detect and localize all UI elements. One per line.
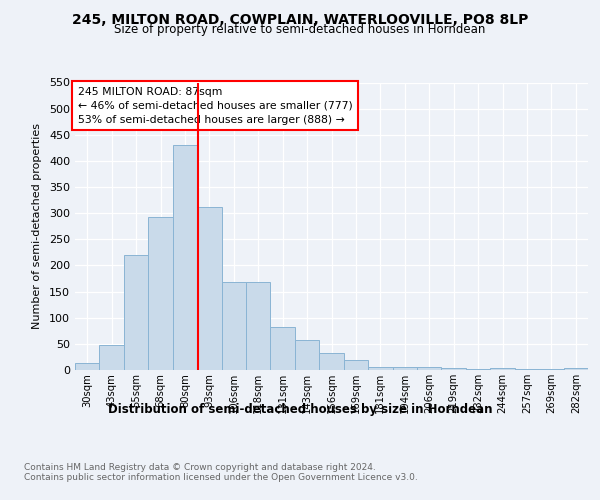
Bar: [148, 217, 173, 370]
Bar: [442, 368, 466, 370]
Bar: [124, 255, 148, 370]
Bar: [563, 368, 588, 370]
Y-axis label: Number of semi-detached properties: Number of semi-detached properties: [32, 123, 42, 329]
Bar: [221, 282, 246, 370]
Bar: [319, 353, 344, 370]
Bar: [417, 368, 442, 370]
Bar: [344, 360, 368, 370]
Text: Distribution of semi-detached houses by size in Horndean: Distribution of semi-detached houses by …: [108, 402, 492, 415]
Text: 245, MILTON ROAD, COWPLAIN, WATERLOOVILLE, PO8 8LP: 245, MILTON ROAD, COWPLAIN, WATERLOOVILL…: [72, 12, 528, 26]
Bar: [515, 369, 539, 370]
Bar: [295, 340, 319, 370]
Bar: [75, 363, 100, 370]
Text: Contains HM Land Registry data © Crown copyright and database right 2024.: Contains HM Land Registry data © Crown c…: [24, 462, 376, 471]
Bar: [466, 369, 490, 370]
Bar: [173, 145, 197, 370]
Bar: [100, 345, 124, 370]
Bar: [271, 326, 295, 370]
Bar: [539, 369, 563, 370]
Text: Contains public sector information licensed under the Open Government Licence v3: Contains public sector information licen…: [24, 474, 418, 482]
Bar: [490, 368, 515, 370]
Bar: [246, 282, 271, 370]
Text: Size of property relative to semi-detached houses in Horndean: Size of property relative to semi-detach…: [115, 22, 485, 36]
Bar: [368, 367, 392, 370]
Bar: [392, 368, 417, 370]
Bar: [197, 207, 221, 370]
Text: 245 MILTON ROAD: 87sqm
← 46% of semi-detached houses are smaller (777)
53% of se: 245 MILTON ROAD: 87sqm ← 46% of semi-det…: [77, 87, 352, 125]
